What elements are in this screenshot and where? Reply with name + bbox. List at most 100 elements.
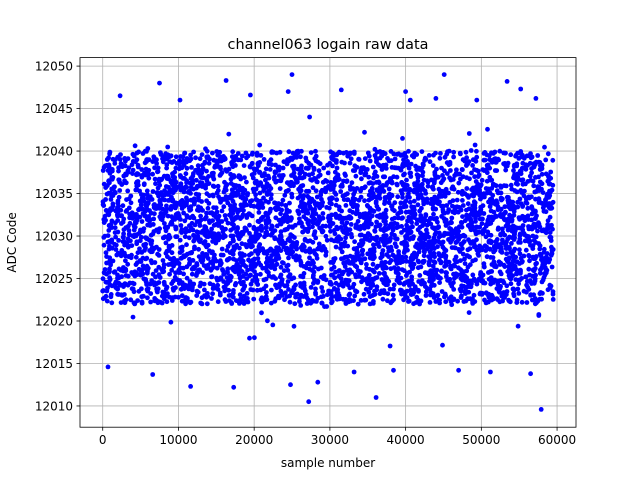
data-point — [478, 208, 484, 213]
data-point — [212, 163, 218, 169]
data-point — [261, 173, 267, 179]
data-point — [374, 219, 379, 225]
data-point — [548, 175, 554, 181]
data-point — [421, 258, 427, 264]
data-point — [104, 288, 110, 294]
data-point — [116, 292, 122, 297]
data-point — [211, 157, 217, 163]
data-point — [462, 256, 467, 262]
data-point — [478, 196, 483, 202]
data-point — [484, 163, 490, 168]
data-point — [126, 228, 132, 233]
data-point — [509, 217, 515, 223]
data-point — [277, 274, 283, 280]
data-point — [481, 157, 487, 163]
data-point — [377, 190, 383, 196]
data-point — [168, 207, 174, 212]
data-point — [119, 182, 125, 188]
data-point — [412, 211, 418, 217]
data-point — [136, 149, 142, 155]
data-point — [536, 241, 542, 246]
data-point — [317, 172, 323, 178]
data-point — [111, 186, 116, 192]
data-point — [171, 255, 177, 261]
data-point — [460, 214, 465, 220]
data-point — [504, 194, 510, 200]
data-point — [390, 227, 396, 233]
data-point — [436, 230, 442, 236]
data-point — [472, 228, 478, 233]
data-point — [362, 198, 367, 204]
data-point — [343, 173, 348, 179]
data-point — [398, 206, 403, 211]
data-point — [244, 215, 250, 220]
data-point — [261, 277, 267, 283]
data-point — [219, 208, 225, 214]
data-point — [547, 285, 553, 291]
data-point — [529, 204, 535, 210]
data-point — [469, 220, 475, 226]
data-point — [359, 252, 365, 257]
data-point — [363, 286, 369, 292]
data-point — [523, 162, 529, 168]
data-point — [177, 270, 183, 275]
data-point — [226, 131, 232, 137]
data-point — [496, 259, 502, 265]
data-point — [426, 239, 432, 245]
data-point — [448, 265, 453, 271]
data-point — [258, 271, 263, 277]
outlier-point — [456, 367, 461, 373]
data-point — [547, 230, 553, 236]
data-point — [311, 167, 317, 172]
data-point — [484, 254, 490, 260]
data-point — [218, 166, 224, 172]
data-point — [474, 167, 480, 173]
data-point — [536, 312, 542, 317]
data-point — [154, 157, 159, 163]
data-point — [237, 245, 242, 251]
data-point — [515, 323, 521, 329]
data-point — [272, 236, 278, 242]
data-point — [130, 159, 136, 164]
data-point — [145, 295, 150, 301]
data-point — [172, 182, 178, 187]
data-point — [253, 272, 259, 278]
data-point — [226, 166, 232, 172]
data-point — [390, 292, 396, 298]
data-point — [361, 185, 367, 191]
data-point — [471, 276, 477, 282]
data-point — [343, 235, 348, 241]
data-point — [431, 206, 436, 212]
data-point — [430, 263, 436, 269]
data-point — [442, 210, 447, 216]
data-point — [210, 261, 216, 267]
data-point — [344, 220, 350, 226]
outlier-point — [248, 92, 253, 98]
data-point — [148, 299, 154, 305]
data-point — [337, 216, 342, 221]
data-point — [500, 298, 505, 304]
data-point — [189, 285, 195, 291]
data-point — [442, 230, 448, 236]
data-point — [411, 288, 416, 293]
data-point — [405, 231, 410, 237]
data-point — [218, 252, 224, 258]
data-point — [371, 175, 376, 181]
data-point — [533, 175, 538, 180]
data-point — [107, 275, 112, 281]
data-point — [462, 191, 468, 197]
data-point — [286, 215, 291, 221]
data-point — [249, 151, 255, 157]
data-point — [529, 217, 535, 223]
data-point — [377, 222, 383, 228]
data-point — [338, 183, 344, 189]
data-point — [104, 254, 109, 259]
data-point — [176, 261, 182, 266]
data-point — [165, 254, 170, 260]
data-point — [513, 259, 519, 264]
data-point — [411, 188, 416, 194]
data-point — [456, 224, 462, 230]
data-point — [394, 182, 400, 188]
data-point — [215, 183, 221, 189]
data-point — [220, 229, 226, 235]
